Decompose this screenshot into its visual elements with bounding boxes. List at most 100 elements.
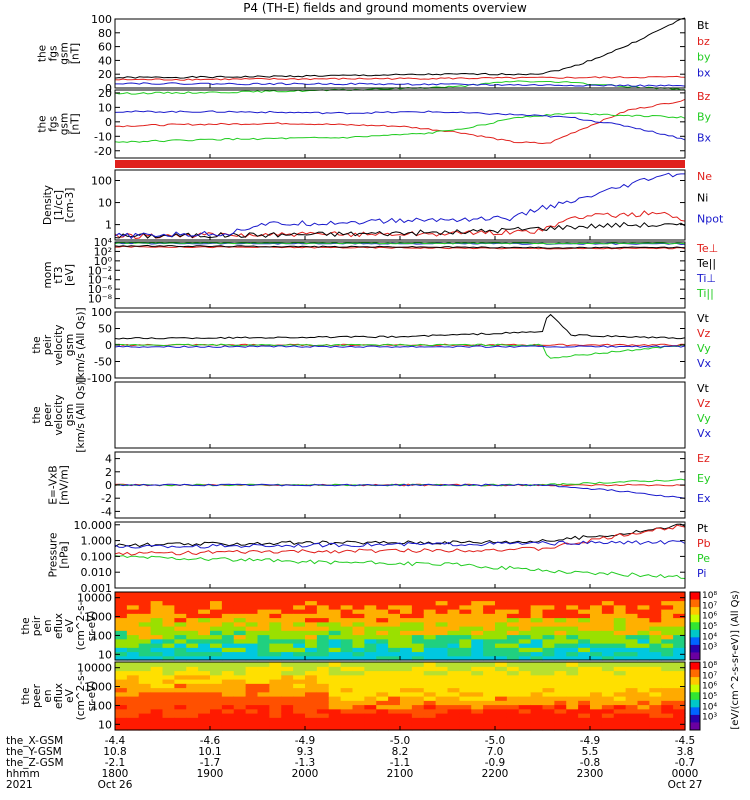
heatmap-cell xyxy=(364,713,377,718)
heatmap-cell xyxy=(400,655,413,661)
heatmap-cell xyxy=(126,647,140,653)
heatmap-cell xyxy=(352,700,365,706)
heatmap-cell xyxy=(364,666,377,672)
heatmap-cell xyxy=(530,655,544,661)
heatmap-cell xyxy=(281,696,294,701)
heatmap-cell xyxy=(126,613,140,619)
heatmap-cell xyxy=(198,708,211,714)
heatmap-cell xyxy=(221,708,235,714)
y-axis-label: velocity xyxy=(53,324,65,365)
heatmap-cell xyxy=(115,638,128,644)
heatmap-cell xyxy=(198,721,211,727)
heatmap-cell xyxy=(518,600,532,606)
heatmap-cell xyxy=(126,655,140,661)
heatmap-cell xyxy=(126,717,140,723)
heatmap-cell xyxy=(435,604,449,610)
heatmap-cell xyxy=(352,662,365,667)
heatmap-cell xyxy=(198,651,211,657)
heatmap-cell xyxy=(530,708,544,714)
heatmap-cell xyxy=(459,713,472,718)
heatmap-cell xyxy=(340,617,354,623)
y-tick-label: 2 xyxy=(105,466,112,479)
heatmap-cell xyxy=(305,717,318,723)
heatmap-cell xyxy=(637,717,650,723)
heatmap-cell xyxy=(411,651,425,657)
heatmap-cell xyxy=(637,700,650,706)
heatmap-cell xyxy=(483,626,496,631)
heatmap-cell xyxy=(530,634,544,640)
heatmap-cell xyxy=(174,700,187,706)
colorbar-tick: 10⁷ xyxy=(702,601,717,611)
heatmap-cell xyxy=(281,617,294,623)
heatmap-cell xyxy=(138,721,152,727)
heatmap-cell xyxy=(423,630,437,636)
heatmap-cell xyxy=(186,683,199,689)
heatmap-cell xyxy=(459,634,472,640)
heatmap-cell xyxy=(316,670,330,676)
heatmap-cell xyxy=(174,596,187,602)
heatmap-cell xyxy=(435,708,449,714)
heatmap-cell xyxy=(554,604,567,610)
heatmap-cell xyxy=(435,674,449,680)
heatmap-cell xyxy=(471,687,484,693)
heatmap-cell xyxy=(293,683,306,689)
heatmap-cell xyxy=(269,651,282,657)
heatmap-cell xyxy=(423,604,437,610)
heatmap-cell xyxy=(115,679,128,684)
heatmap-cell xyxy=(411,704,425,710)
heatmap-cell xyxy=(423,683,437,689)
y-tick-label: -2 xyxy=(101,492,112,505)
heatmap-cell xyxy=(293,687,306,693)
x-row-value: 2000 xyxy=(292,768,319,780)
heatmap-cell xyxy=(578,670,591,676)
heatmap-cell xyxy=(340,655,354,661)
heatmap-cell xyxy=(578,725,591,731)
heatmap-cell xyxy=(613,725,627,731)
heatmap-cell xyxy=(340,696,354,701)
heatmap-cell xyxy=(530,721,544,727)
heatmap-cell xyxy=(316,634,330,640)
x-row-value: -1.1 xyxy=(390,757,411,769)
colorbar-segment xyxy=(690,622,700,631)
x-row-value: -0.8 xyxy=(580,757,601,769)
heatmap-cell xyxy=(340,604,354,610)
heatmap-cell xyxy=(198,626,211,631)
heatmap-cell xyxy=(625,630,639,636)
heatmap-cell xyxy=(483,600,496,606)
heatmap-cell xyxy=(388,613,401,619)
colorbar-segment xyxy=(690,677,700,686)
heatmap-cell xyxy=(673,666,686,672)
heatmap-cell xyxy=(649,704,662,710)
heatmap-cell xyxy=(316,643,330,648)
heatmap-cell xyxy=(542,696,555,701)
y-axis-label: sr-eV) xyxy=(86,611,98,642)
heatmap-cell xyxy=(447,662,460,667)
heatmap-cell xyxy=(590,617,603,623)
heatmap-cell xyxy=(400,647,413,653)
heatmap-cell xyxy=(400,626,413,631)
heatmap-cell xyxy=(495,634,508,640)
heatmap-cell xyxy=(471,713,484,718)
heatmap-cell xyxy=(483,717,496,723)
heatmap-cell xyxy=(637,704,650,710)
heatmap-cell xyxy=(637,621,650,627)
heatmap-cell xyxy=(423,674,437,680)
heatmap-cell xyxy=(637,666,650,672)
heatmap-cell xyxy=(554,647,567,653)
heatmap-cell xyxy=(352,674,365,680)
heatmap-cell xyxy=(518,687,532,693)
heatmap-cell xyxy=(566,717,579,723)
heatmap-cell xyxy=(376,662,389,667)
heatmap-cell xyxy=(423,704,437,710)
heatmap-cell xyxy=(495,638,508,644)
heatmap-cell xyxy=(186,687,199,693)
heatmap-cell xyxy=(637,609,650,614)
colorbar-tick: 10⁸ xyxy=(702,661,717,671)
heatmap-cell xyxy=(590,638,603,644)
heatmap-cell xyxy=(221,604,235,610)
heatmap-cell xyxy=(186,592,199,597)
heatmap-cell xyxy=(447,700,460,706)
heatmap-cell xyxy=(625,617,639,623)
heatmap-cell xyxy=(376,609,389,614)
heatmap-cell xyxy=(126,600,140,606)
